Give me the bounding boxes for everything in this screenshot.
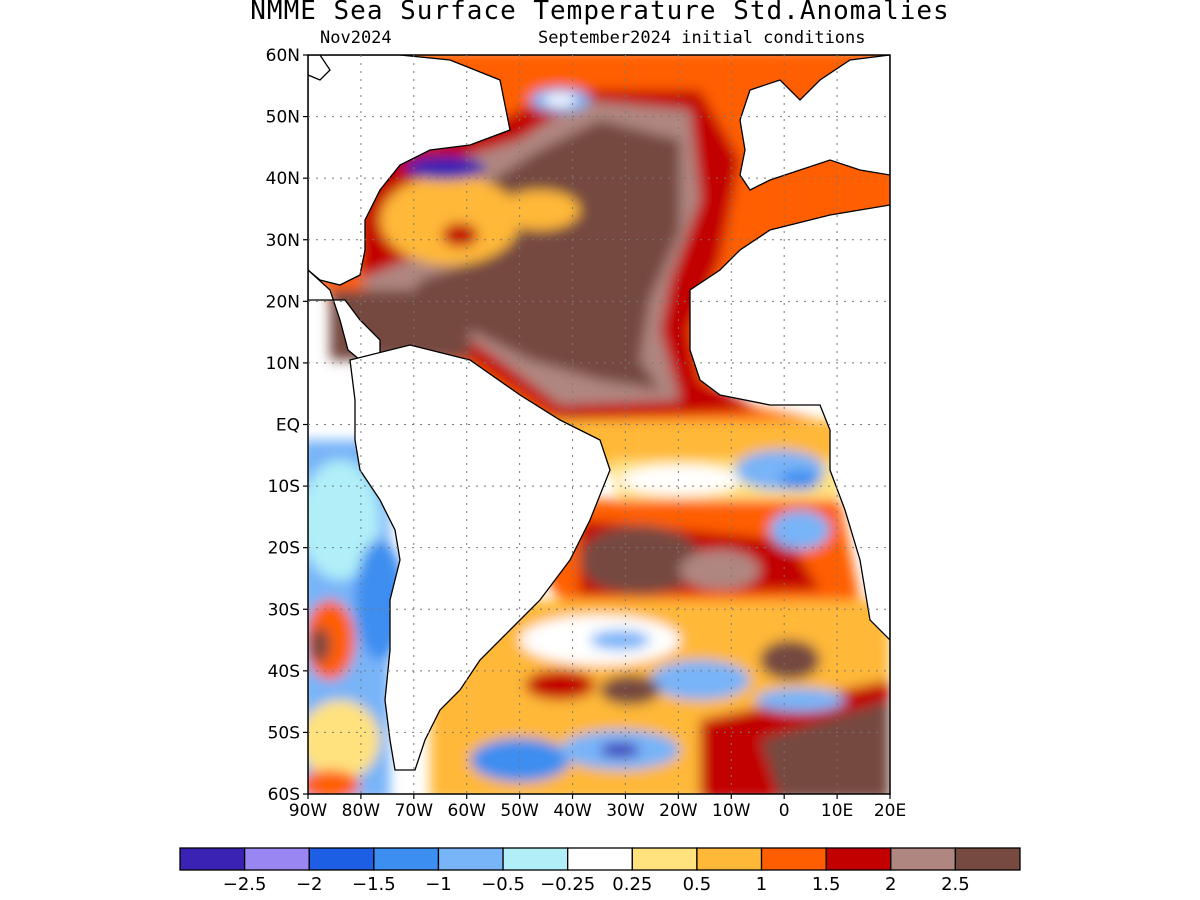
lat-tick-label: 50N	[266, 108, 300, 128]
colorbar-swatch	[631, 847, 698, 871]
lon-tick-label: 0	[779, 801, 790, 821]
colorbar-swatch	[437, 847, 504, 871]
lon-tick-label: 10W	[712, 801, 751, 821]
colorbar-label: 2	[885, 874, 896, 895]
lon-tick-label: 80W	[342, 801, 381, 821]
colorbar-swatch	[373, 847, 440, 871]
lat-tick-label: 40S	[268, 662, 300, 682]
lon-tick-label: 70W	[395, 801, 434, 821]
lon-tick-label: 40W	[553, 801, 592, 821]
lat-tick-label: 60S	[268, 785, 300, 805]
lat-tick-label: 50S	[268, 723, 300, 743]
colorbar	[179, 847, 1021, 871]
colorbar-label: −2	[296, 874, 323, 895]
forecast-month: Nov2024	[320, 28, 392, 48]
lat-tick-label: 40N	[266, 169, 300, 189]
lat-tick-label: 20S	[268, 539, 300, 559]
colorbar-swatch	[308, 847, 375, 871]
initial-conditions: September2024 initial conditions	[538, 28, 866, 48]
colorbar-labels: −2.5 −2 −1.5 −1 −0.5 −0.25 0.25 0.5 1 1.5 2 2.5	[223, 874, 970, 895]
colorbar-label: 1.5	[812, 874, 841, 895]
lon-tick-label: 90W	[289, 801, 328, 821]
graticule	[303, 54, 891, 799]
colorbar-label: −2.5	[223, 874, 267, 895]
colorbar-label: −0.5	[481, 874, 525, 895]
lon-tick-label: 50W	[500, 801, 539, 821]
colorbar-label: 0.5	[683, 874, 712, 895]
colorbar-swatch	[696, 847, 763, 871]
colorbar-label: −0.25	[540, 874, 595, 895]
colorbar-swatch	[890, 847, 957, 871]
colorbar-label: 1	[756, 874, 767, 895]
anomaly-field	[308, 55, 890, 794]
colorbar-swatch	[760, 847, 827, 871]
colorbar-label: −1.5	[352, 874, 396, 895]
colorbar-swatch	[954, 847, 1021, 871]
colorbar-swatch	[243, 847, 310, 871]
lat-tick-label: EQ	[276, 416, 300, 436]
lon-tick-label: 20W	[659, 801, 698, 821]
lat-tick-label: 60N	[266, 46, 300, 66]
lat-tick-label: 30N	[266, 231, 300, 251]
lon-tick-label: 30W	[606, 801, 645, 821]
latitude-labels: 60N 50N 40N 30N 20N 10N EQ 10S 20S 30S 40S 50S 60S	[266, 46, 300, 805]
lat-tick-label: 10N	[266, 354, 300, 374]
lon-tick-label: 10E	[821, 801, 853, 821]
colorbar-swatch	[567, 847, 633, 871]
colorbar-swatch	[825, 847, 892, 871]
colorbar-label: 2.5	[941, 874, 970, 895]
colorbar-swatch	[502, 847, 569, 871]
lat-tick-label: 20N	[266, 292, 300, 312]
lat-tick-label: 10S	[268, 477, 300, 497]
colorbar-label: 0.25	[612, 874, 652, 895]
lon-tick-label: 20E	[874, 801, 906, 821]
colorbar-swatch	[179, 847, 246, 871]
colorbar-label: −1	[425, 874, 452, 895]
map-title: NMME Sea Surface Temperature Std.Anomali…	[250, 0, 950, 26]
lon-tick-label: 60W	[448, 801, 487, 821]
lat-tick-label: 30S	[268, 600, 300, 620]
coastlines	[308, 55, 890, 771]
longitude-labels: 90W 80W 70W 60W 50W 40W 30W 20W 10W 0 10E 20E	[289, 801, 906, 821]
